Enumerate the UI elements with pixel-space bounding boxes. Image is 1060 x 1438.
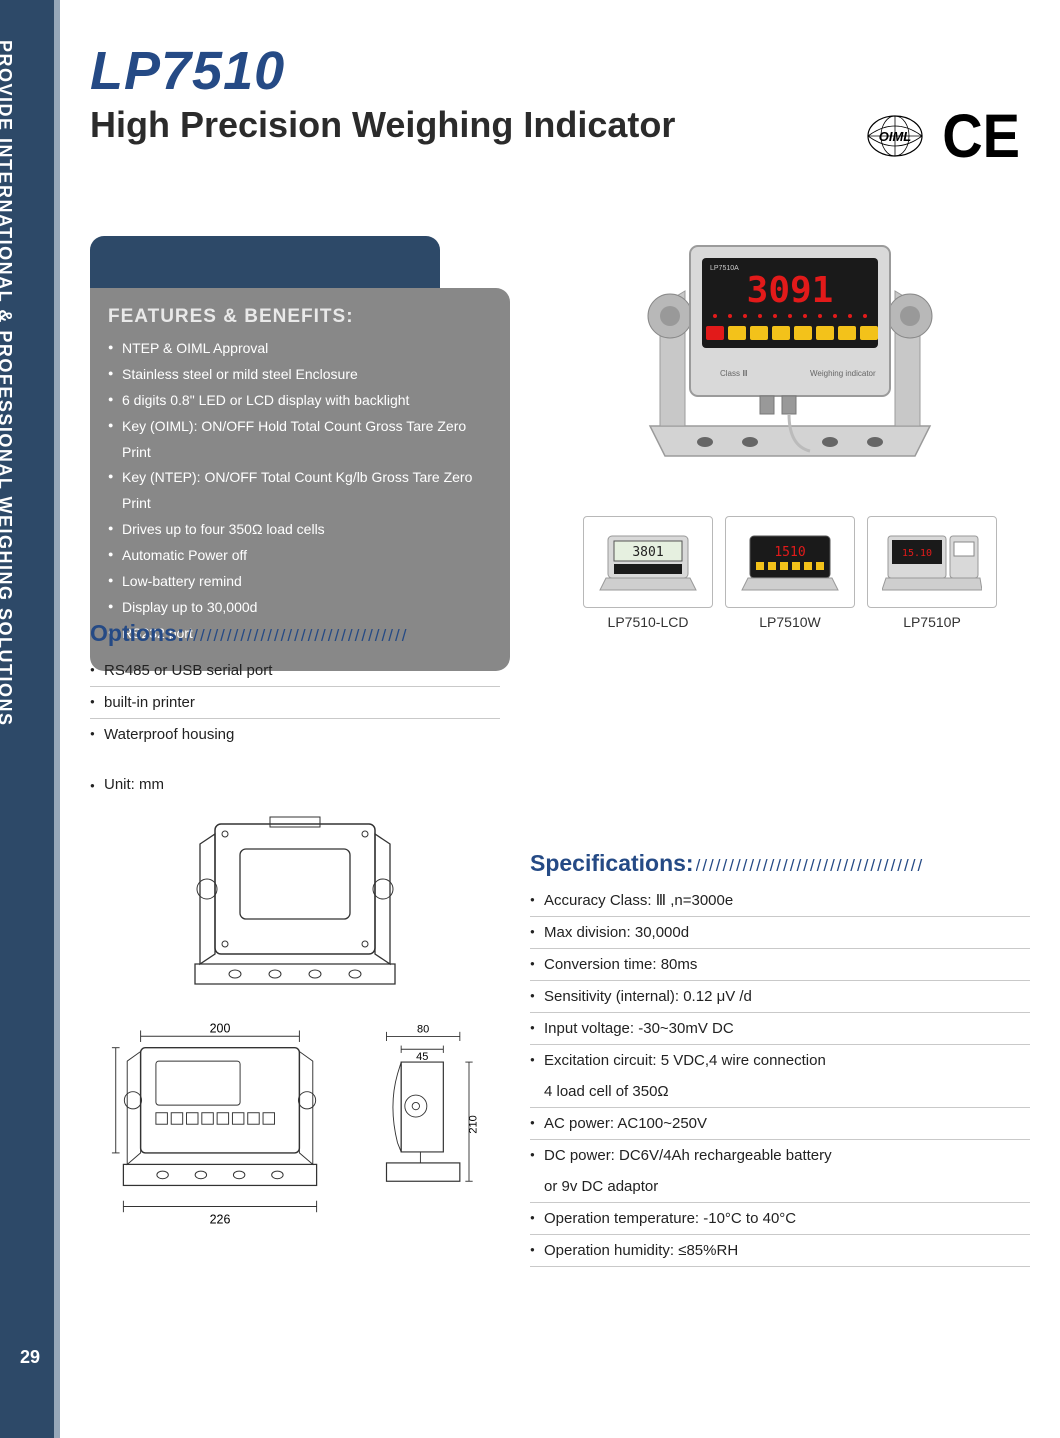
main-product-photo: LP7510A 3091 Class Ⅲ We: [610, 226, 970, 486]
feature-item: NTEP & OIML Approval: [108, 336, 492, 362]
dim-200: 200: [210, 1021, 231, 1035]
dim-140: 140: [110, 1095, 113, 1116]
decor-slashes: /////////////////////////////////: [187, 626, 409, 646]
sidebar: PROVIDE INTERNATIONAL & PROFESSIONAL WEI…: [0, 0, 60, 1438]
oiml-badge-icon: OIML: [866, 114, 924, 158]
thumb-w: 1510 LP7510W: [725, 516, 855, 630]
thumb-image: 3801: [583, 516, 713, 608]
header: LP7510 High Precision Weighing Indicator…: [90, 40, 1030, 146]
unit-label: Unit: mm: [90, 776, 500, 793]
variant-thumbnails: 3801 LP7510-LCD 1510 LP7510W 15.10 LP751…: [583, 516, 997, 630]
dim-80: 80: [417, 1024, 429, 1036]
svg-text:3801: 3801: [632, 545, 663, 560]
spec-item: Operation temperature: -10°C to 40°C: [530, 1203, 1030, 1235]
svg-text:1510: 1510: [774, 545, 805, 560]
feature-item: Display up to 30,000d: [108, 595, 492, 621]
feature-item: Key (OIML): ON/OFF Hold Total Count Gros…: [108, 414, 492, 466]
device-model-label: LP7510A: [710, 265, 739, 272]
spec-item: Excitation circuit: 5 VDC,4 wire connect…: [530, 1045, 1030, 1076]
dim-210: 210: [467, 1115, 479, 1133]
specs-title: Specifications:: [530, 850, 694, 877]
option-item: Waterproof housing: [90, 719, 500, 750]
svg-text:15.10: 15.10: [902, 548, 932, 559]
drawing-bottom-row: 200: [90, 1019, 500, 1244]
specs-header: Specifications: ////////////////////////…: [530, 850, 1030, 877]
spec-item: 4 load cell of 350Ω: [530, 1076, 1030, 1108]
thumb-image: 15.10: [867, 516, 997, 608]
options-list: RS485 or USB serial port built-in printe…: [90, 655, 500, 750]
drawing-side-view: 80 45: [370, 1019, 480, 1244]
dim-45: 45: [416, 1051, 428, 1063]
drawing-back-view: [175, 809, 415, 999]
certifications: OIML CE: [866, 108, 1020, 164]
features-box: FEATURES & BENEFITS: NTEP & OIML Approva…: [90, 288, 510, 671]
spec-item: or 9v DC adaptor: [530, 1171, 1030, 1203]
feature-item: Low-battery remind: [108, 569, 492, 595]
feature-item: Key (NTEP): ON/OFF Total Count Kg/lb Gro…: [108, 465, 492, 517]
page-number: 29: [0, 1347, 60, 1368]
feature-item: Drives up to four 350Ω load cells: [108, 517, 492, 543]
led-display: 3091: [747, 270, 834, 311]
main-row: FEATURES & BENEFITS: NTEP & OIML Approva…: [90, 236, 1030, 671]
dim-226: 226: [210, 1213, 231, 1227]
model-title: LP7510: [90, 40, 1030, 102]
spec-item: Max division: 30,000d: [530, 917, 1030, 949]
features-tab: [90, 236, 440, 296]
spec-item: Operation humidity: ≤85%RH: [530, 1235, 1030, 1267]
decor-slashes: //////////////////////////////////: [696, 856, 925, 876]
dimension-drawings: 200: [90, 809, 500, 1244]
spec-item: Sensitivity (internal): 0.12 μV /d: [530, 981, 1030, 1013]
features-title: FEATURES & BENEFITS:: [108, 306, 492, 328]
option-item: RS485 or USB serial port: [90, 655, 500, 687]
features-list: NTEP & OIML Approval Stainless steel or …: [108, 336, 492, 647]
feature-item: Stainless steel or mild steel Enclosure: [108, 362, 492, 388]
svg-text:OIML: OIML: [879, 129, 912, 144]
ce-mark-icon: CE: [942, 105, 1020, 167]
thumb-image: 1510: [725, 516, 855, 608]
thumb-p: 15.10 LP7510P: [867, 516, 997, 630]
thumb-lcd: 3801 LP7510-LCD: [583, 516, 713, 630]
options-header: Options: ///////////////////////////////…: [90, 620, 500, 647]
product-column: LP7510A 3091 Class Ⅲ We: [550, 236, 1030, 671]
drawing-front-view: 200: [110, 1019, 330, 1244]
features-column: FEATURES & BENEFITS: NTEP & OIML Approva…: [90, 236, 510, 671]
spec-item: AC power: AC100~250V: [530, 1108, 1030, 1140]
option-item: built-in printer: [90, 687, 500, 719]
svg-text:Class Ⅲ: Class Ⅲ: [720, 369, 748, 378]
spec-item: Accuracy Class: Ⅲ ,n=3000e: [530, 885, 1030, 917]
right-lower-column: Specifications: ////////////////////////…: [530, 620, 1030, 1267]
left-lower-column: Options: ///////////////////////////////…: [90, 620, 500, 1267]
feature-item: 6 digits 0.8" LED or LCD display with ba…: [108, 388, 492, 414]
feature-item: Automatic Power off: [108, 543, 492, 569]
lower-row: Options: ///////////////////////////////…: [90, 620, 1030, 1267]
spec-item: DC power: DC6V/4Ah rechargeable battery: [530, 1140, 1030, 1171]
spec-item: Conversion time: 80ms: [530, 949, 1030, 981]
options-title: Options:: [90, 620, 185, 647]
svg-text:Weighing indicator: Weighing indicator: [810, 369, 876, 378]
sidebar-tagline: PROVIDE INTERNATIONAL & PROFESSIONAL WEI…: [0, 40, 15, 1040]
specs-list: Accuracy Class: Ⅲ ,n=3000eMax division: …: [530, 885, 1030, 1267]
spec-item: Input voltage: -30~30mV DC: [530, 1013, 1030, 1045]
